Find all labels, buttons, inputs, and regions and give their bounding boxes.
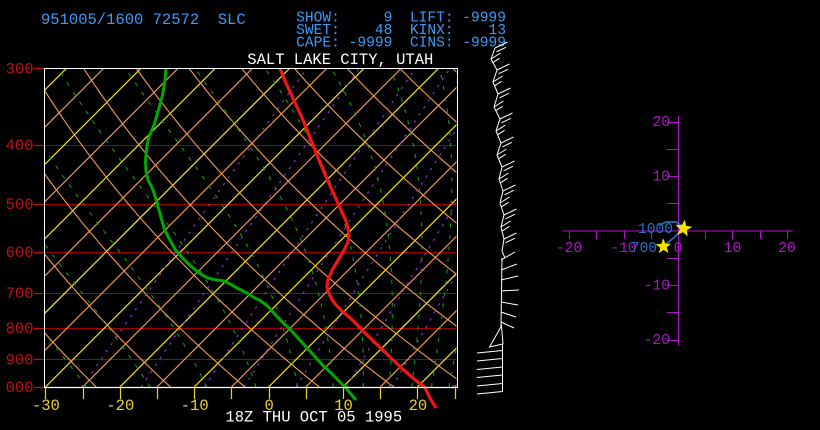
svg-text:18Z THU OCT 05 1995: 18Z THU OCT 05 1995: [225, 408, 402, 426]
svg-text:10: 10: [334, 397, 353, 415]
svg-text:SALT LAKE CITY, UTAH: SALT LAKE CITY, UTAH: [247, 51, 433, 69]
svg-text:-20: -20: [556, 241, 582, 257]
svg-text:-20: -20: [106, 397, 134, 415]
svg-text:-10: -10: [610, 241, 636, 257]
svg-text:700: 700: [6, 285, 34, 303]
svg-text:10: 10: [724, 241, 742, 257]
svg-text:20: 20: [653, 115, 671, 131]
svg-text:20: 20: [778, 241, 796, 257]
svg-text:1000: 1000: [638, 222, 673, 238]
svg-text:-10: -10: [644, 279, 670, 295]
svg-text:700: 700: [631, 241, 657, 257]
svg-text:900: 900: [6, 351, 34, 369]
svg-text:-20: -20: [644, 333, 670, 349]
svg-text:SWET: 48 KINX: 13: SWET: 48 KINX: 13: [296, 23, 506, 39]
svg-text:10: 10: [653, 170, 671, 186]
svg-text:300: 300: [6, 61, 34, 79]
svg-text:-30: -30: [32, 397, 60, 415]
svg-text:CAPE: -9999 CINS: -9999: CAPE: -9999 CINS: -9999: [296, 36, 506, 52]
svg-text:20: 20: [409, 397, 428, 415]
svg-text:000: 000: [6, 379, 34, 397]
svg-text:0: 0: [264, 397, 273, 415]
svg-text:600: 600: [6, 244, 34, 262]
svg-text:500: 500: [6, 196, 34, 214]
svg-text:951005/1600 72572 SLC: 951005/1600 72572 SLC: [41, 11, 246, 29]
svg-text:0: 0: [674, 241, 683, 257]
svg-text:-10: -10: [181, 397, 209, 415]
svg-text:800: 800: [6, 320, 34, 338]
svg-text:400: 400: [6, 137, 34, 155]
svg-text:SHOW: 9 LIFT: -9999: SHOW: 9 LIFT: -9999: [296, 10, 506, 26]
